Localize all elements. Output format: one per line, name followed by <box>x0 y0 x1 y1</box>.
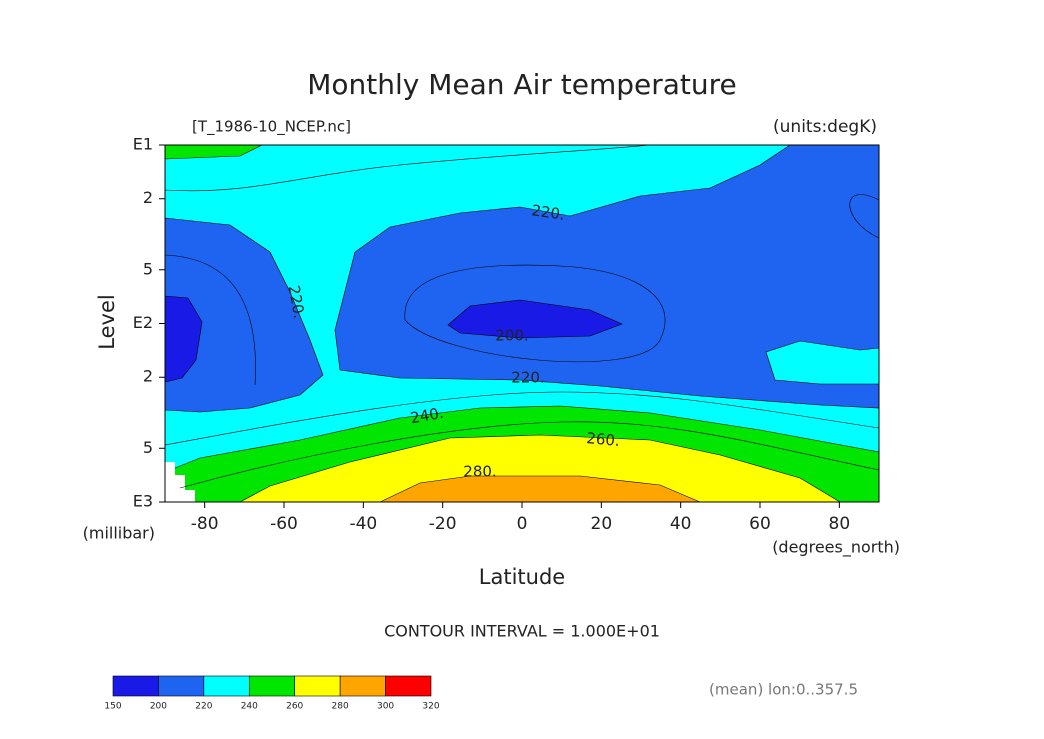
colorbar-label: 150 <box>104 702 121 712</box>
y-tick-label: 2 <box>143 367 153 386</box>
y-tick-label: 5 <box>143 259 153 278</box>
colorbar-label: 220 <box>195 702 212 712</box>
x-tick-label: 80 <box>829 514 851 534</box>
file-label: [T_1986-10_NCEP.nc] <box>192 118 351 137</box>
colorbar-label: 260 <box>286 702 303 712</box>
colorbar-label: 200 <box>150 702 167 712</box>
colorbar-box <box>385 675 432 697</box>
y-tick-label: E1 <box>133 135 153 154</box>
contour-label: 200. <box>495 327 528 345</box>
contour-interval: CONTOUR INTERVAL = 1.000E+01 <box>384 622 660 641</box>
y-tick-label: E3 <box>133 492 153 511</box>
x-tick-label: 20 <box>591 514 613 534</box>
y-tick-label: E2 <box>133 313 153 332</box>
colorbar-box <box>158 675 205 697</box>
colorbar-label: 240 <box>241 702 258 712</box>
contour-label: 220. <box>511 369 544 387</box>
colorbar-box <box>339 675 386 697</box>
contour-label: 240. <box>409 404 445 428</box>
contour-line <box>164 254 256 386</box>
contour-line <box>179 421 880 489</box>
contour-region <box>765 340 880 385</box>
contour-label: 280. <box>463 463 496 481</box>
contour-line <box>164 391 880 446</box>
contour-region <box>164 217 324 413</box>
y-unit: (millibar) <box>83 524 155 543</box>
colorbar-label: 320 <box>422 702 439 712</box>
missing-data <box>165 462 195 502</box>
x-tick-label: -20 <box>429 514 457 534</box>
y-axis-label: Level <box>95 294 119 349</box>
y-tick-label: 5 <box>143 438 153 457</box>
x-tick-label: 40 <box>670 514 692 534</box>
colorbar-box <box>203 675 250 697</box>
y-tick-label: 2 <box>143 188 153 207</box>
contour-line <box>164 144 651 192</box>
colorbar-label: 300 <box>377 702 394 712</box>
colorbar-box <box>248 675 296 697</box>
contour-region <box>447 299 623 339</box>
contour-line <box>404 264 666 363</box>
colorbar-label: 280 <box>332 702 349 712</box>
contour-label: 260. <box>586 429 621 450</box>
x-unit: (degrees_north) <box>772 538 900 558</box>
contour-line <box>849 194 880 239</box>
x-tick-label: -60 <box>270 514 298 534</box>
contour-region <box>239 434 842 503</box>
contour-label: 220. <box>285 284 309 320</box>
x-axis-label: Latitude <box>479 565 565 589</box>
x-tick-label: -40 <box>349 514 377 534</box>
colorbar-box <box>294 675 341 697</box>
chart-title: Monthly Mean Air temperature <box>307 68 737 101</box>
x-tick-label: 60 <box>749 514 771 534</box>
x-tick-label: -80 <box>191 514 219 534</box>
colorbar-box <box>112 675 159 697</box>
units-label: (units:degK) <box>773 117 877 137</box>
contour-label: 220. <box>530 201 566 223</box>
mean-note: (mean) lon:0..357.5 <box>709 681 858 699</box>
x-tick-label: 0 <box>517 514 528 534</box>
